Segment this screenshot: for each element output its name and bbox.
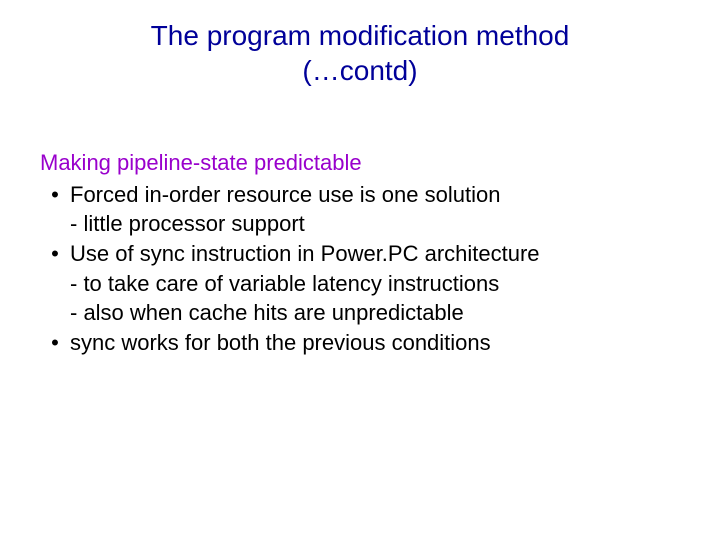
bullet-glyph: •: [40, 239, 70, 269]
bullet-item: • Use of sync instruction in Power.PC ar…: [40, 239, 680, 269]
bullet-subline: - also when cache hits are unpredictable: [40, 298, 680, 328]
bullet-item: • sync works for both the previous condi…: [40, 328, 680, 358]
bullet-text: Forced in-order resource use is one solu…: [70, 180, 680, 210]
bullet-subline: - little processor support: [40, 209, 680, 239]
bullet-glyph: •: [40, 180, 70, 210]
subheading: Making pipeline-state predictable: [40, 148, 680, 178]
slide: The program modification method (…contd)…: [0, 0, 720, 540]
slide-body: Making pipeline-state predictable • Forc…: [40, 148, 680, 358]
bullet-text: sync works for both the previous conditi…: [70, 328, 680, 358]
title-line-1: The program modification method: [0, 18, 720, 53]
slide-title: The program modification method (…contd): [0, 18, 720, 88]
bullet-item: • Forced in-order resource use is one so…: [40, 180, 680, 210]
bullet-subline: - to take care of variable latency instr…: [40, 269, 680, 299]
bullet-glyph: •: [40, 328, 70, 358]
title-line-2: (…contd): [0, 53, 720, 88]
bullet-text: Use of sync instruction in Power.PC arch…: [70, 239, 680, 269]
